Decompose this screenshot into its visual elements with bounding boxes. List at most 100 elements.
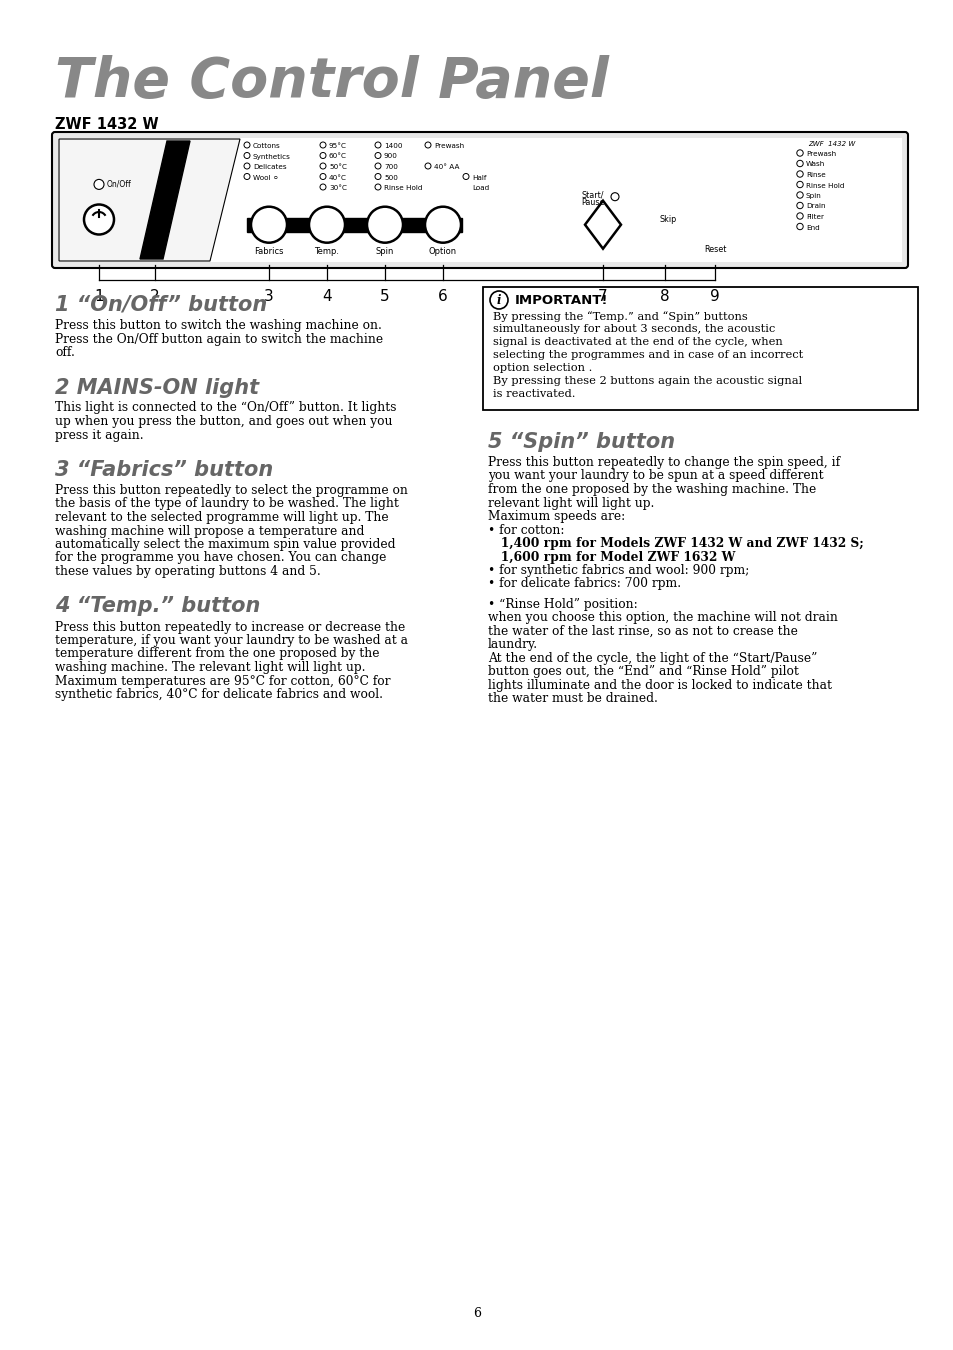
Text: simultaneously for about 3 seconds, the acoustic: simultaneously for about 3 seconds, the …: [493, 324, 775, 333]
Text: automatically select the maximum spin value provided: automatically select the maximum spin va…: [55, 539, 395, 551]
Text: Spin: Spin: [375, 247, 394, 255]
Text: Fabrics: Fabrics: [254, 247, 283, 255]
Text: 1,400 rpm for Models ZWF 1432 W and ZWF 1432 S;: 1,400 rpm for Models ZWF 1432 W and ZWF …: [488, 537, 862, 549]
Text: 5 “Spin” button: 5 “Spin” button: [488, 432, 675, 452]
Text: when you choose this option, the machine will not drain: when you choose this option, the machine…: [488, 612, 837, 624]
Text: On/Off: On/Off: [107, 180, 132, 189]
Text: 7: 7: [598, 289, 607, 304]
FancyBboxPatch shape: [58, 138, 901, 262]
Text: button goes out, the “End” and “Rinse Hold” pilot: button goes out, the “End” and “Rinse Ho…: [488, 666, 798, 678]
Text: is reactivated.: is reactivated.: [493, 389, 575, 400]
Text: 2 MAINS-ON light: 2 MAINS-ON light: [55, 378, 259, 397]
Circle shape: [796, 202, 802, 209]
Text: 50°C: 50°C: [329, 163, 347, 170]
Text: 500: 500: [384, 174, 397, 181]
Text: Reset: Reset: [703, 244, 725, 254]
Text: selecting the programmes and in case of an incorrect: selecting the programmes and in case of …: [493, 350, 802, 360]
Text: Press this button repeatedly to change the spin speed, if: Press this button repeatedly to change t…: [488, 456, 840, 468]
Text: Press this button repeatedly to increase or decrease the: Press this button repeatedly to increase…: [55, 621, 405, 633]
Text: Skip: Skip: [659, 215, 676, 224]
Text: 4: 4: [322, 289, 332, 304]
Text: By pressing these 2 buttons again the acoustic signal: By pressing these 2 buttons again the ac…: [493, 377, 801, 386]
Text: the water of the last rinse, so as not to crease the: the water of the last rinse, so as not t…: [488, 625, 797, 637]
Circle shape: [244, 142, 250, 148]
Text: temperature, if you want your laundry to be washed at a: temperature, if you want your laundry to…: [55, 634, 408, 647]
Text: Half: Half: [472, 174, 486, 181]
Text: these values by operating buttons 4 and 5.: these values by operating buttons 4 and …: [55, 566, 320, 578]
Circle shape: [244, 163, 250, 169]
Text: Maximum speeds are:: Maximum speeds are:: [488, 510, 624, 522]
Text: 4 “Temp.” button: 4 “Temp.” button: [55, 597, 260, 617]
Text: Prewash: Prewash: [434, 143, 464, 148]
Text: 40°C: 40°C: [329, 174, 347, 181]
Text: • for cotton:: • for cotton:: [488, 524, 564, 536]
Text: Drain: Drain: [805, 204, 824, 209]
Text: press it again.: press it again.: [55, 428, 144, 441]
Circle shape: [462, 174, 469, 180]
Circle shape: [424, 142, 431, 148]
Circle shape: [251, 207, 287, 243]
Text: lights illuminate and the door is locked to indicate that: lights illuminate and the door is locked…: [488, 679, 831, 691]
Text: from the one proposed by the washing machine. The: from the one proposed by the washing mac…: [488, 483, 816, 495]
Text: laundry.: laundry.: [488, 639, 537, 651]
Text: for the programme you have chosen. You can change: for the programme you have chosen. You c…: [55, 552, 386, 564]
Text: 2: 2: [150, 289, 160, 304]
Text: 60°C: 60°C: [329, 154, 347, 159]
Text: Delicates: Delicates: [253, 163, 286, 170]
Text: up when you press the button, and goes out when you: up when you press the button, and goes o…: [55, 414, 392, 428]
Text: 95°C: 95°C: [329, 143, 347, 148]
Circle shape: [796, 150, 802, 157]
Text: relevant to the selected programme will light up. The: relevant to the selected programme will …: [55, 512, 388, 524]
Circle shape: [796, 213, 802, 219]
Text: 1: 1: [94, 289, 104, 304]
Text: IMPORTANT!: IMPORTANT!: [515, 294, 608, 306]
Text: 3: 3: [264, 289, 274, 304]
Text: i: i: [497, 293, 500, 306]
Bar: [247, 217, 461, 232]
Circle shape: [319, 142, 326, 148]
Text: Wash: Wash: [805, 162, 824, 167]
Text: 1 “On/Off” button: 1 “On/Off” button: [55, 296, 267, 315]
Circle shape: [375, 184, 380, 190]
Text: you want your laundry to be spun at a speed different: you want your laundry to be spun at a sp…: [488, 470, 822, 482]
Circle shape: [796, 181, 802, 188]
Text: 3 “Fabrics” button: 3 “Fabrics” button: [55, 460, 273, 481]
Text: Rinse: Rinse: [805, 171, 825, 178]
Circle shape: [796, 171, 802, 177]
FancyBboxPatch shape: [52, 132, 907, 269]
Text: The Control Panel: The Control Panel: [55, 55, 608, 109]
Text: 9: 9: [709, 289, 720, 304]
Text: 1,600 rpm for Model ZWF 1632 W: 1,600 rpm for Model ZWF 1632 W: [488, 551, 735, 563]
Text: At the end of the cycle, the light of the “Start/Pause”: At the end of the cycle, the light of th…: [488, 652, 817, 664]
Circle shape: [244, 153, 250, 158]
Text: Press this button repeatedly to select the programme on: Press this button repeatedly to select t…: [55, 485, 408, 497]
Circle shape: [375, 163, 380, 169]
FancyBboxPatch shape: [482, 288, 917, 410]
Circle shape: [309, 207, 345, 243]
Text: Pause: Pause: [580, 197, 604, 207]
Text: 40° AA: 40° AA: [434, 163, 459, 170]
Text: the basis of the type of laundry to be washed. The light: the basis of the type of laundry to be w…: [55, 498, 398, 510]
Text: End: End: [805, 224, 819, 231]
Text: washing machine will propose a temperature and: washing machine will propose a temperatu…: [55, 525, 364, 537]
Circle shape: [319, 153, 326, 158]
Circle shape: [796, 192, 802, 198]
Text: Rinse Hold: Rinse Hold: [384, 185, 422, 190]
Text: ZWF  1432 W: ZWF 1432 W: [807, 140, 854, 147]
Circle shape: [319, 163, 326, 169]
Circle shape: [610, 193, 618, 201]
Text: Cottons: Cottons: [253, 143, 280, 148]
Circle shape: [796, 161, 802, 166]
Text: option selection .: option selection .: [493, 363, 592, 373]
Text: This light is connected to the “On/Off” button. It lights: This light is connected to the “On/Off” …: [55, 401, 396, 414]
Circle shape: [319, 174, 326, 180]
Text: Synthetics: Synthetics: [253, 154, 291, 159]
Text: the water must be drained.: the water must be drained.: [488, 693, 658, 705]
Polygon shape: [140, 140, 190, 259]
Circle shape: [490, 292, 507, 309]
Text: 5: 5: [380, 289, 390, 304]
Text: By pressing the “Temp.” and “Spin” buttons: By pressing the “Temp.” and “Spin” butto…: [493, 310, 747, 321]
Circle shape: [424, 163, 431, 169]
Text: temperature different from the one proposed by the: temperature different from the one propo…: [55, 648, 379, 660]
Text: • for synthetic fabrics and wool: 900 rpm;: • for synthetic fabrics and wool: 900 rp…: [488, 564, 749, 576]
